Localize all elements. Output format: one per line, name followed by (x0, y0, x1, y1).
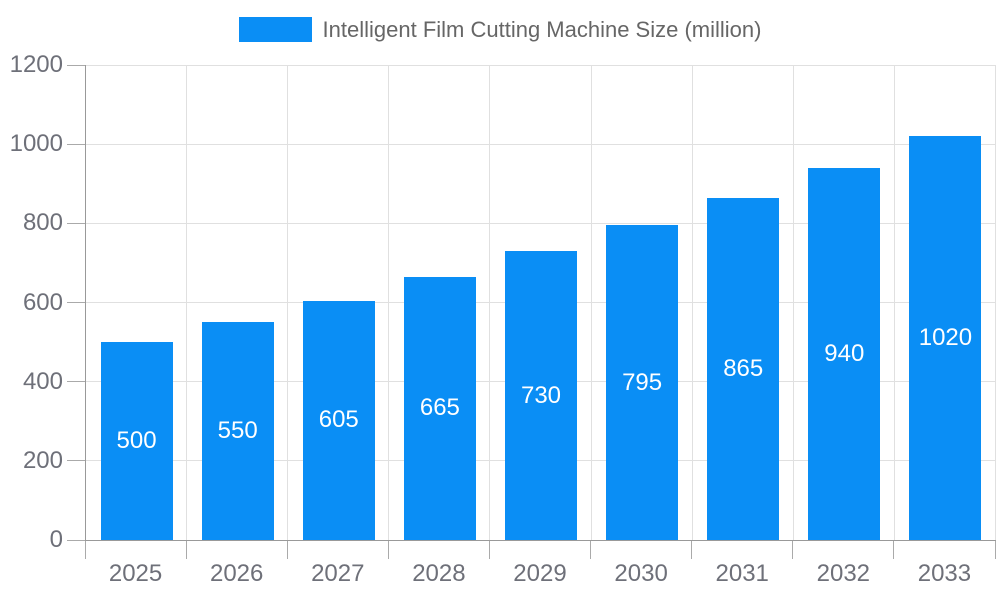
bar-2033[interactable]: 1020 (909, 136, 982, 540)
plot-area: 500 550 605 665 730 795 865 940 1020 (85, 64, 996, 541)
x-axis-tick (994, 541, 996, 559)
bar-value-label: 550 (217, 417, 258, 445)
y-tick-label: 400 (22, 367, 63, 395)
y-axis-tick (67, 302, 85, 303)
x-tick-label: 2029 (513, 560, 567, 587)
y-tick-label: 800 (22, 209, 63, 237)
y-gridline (86, 64, 996, 66)
legend-swatch (238, 17, 312, 42)
bar-2027[interactable]: 605 (302, 300, 375, 540)
x-axis-tick (84, 541, 86, 559)
y-tick-label: 1200 (9, 51, 63, 78)
bar-value-label: 500 (116, 427, 157, 455)
x-tick-label: 2026 (209, 560, 264, 587)
x-axis-tick (893, 541, 895, 559)
x-gridline (590, 65, 592, 540)
x-axis-tick (488, 541, 490, 559)
x-gridline (186, 65, 188, 540)
x-gridline (388, 65, 390, 540)
x-axis-tick (185, 541, 187, 559)
y-axis-tick (67, 64, 85, 66)
y-tick-label: 1000 (9, 130, 63, 158)
legend-item[interactable]: Intelligent Film Cutting Machine Size (m… (0, 17, 1000, 42)
x-axis-tick (590, 541, 592, 559)
x-gridline (792, 65, 794, 540)
y-axis-tick (67, 539, 85, 541)
x-gridline (893, 65, 895, 540)
x-tick-label: 2025 (108, 560, 163, 587)
x-gridline (489, 65, 491, 540)
bar-2025[interactable]: 500 (100, 342, 173, 540)
y-tick-label: 600 (22, 288, 63, 316)
bar-value-label: 940 (824, 339, 865, 367)
y-gridline (86, 222, 996, 224)
bar-value-label: 665 (419, 394, 460, 422)
bar-value-label: 605 (318, 406, 359, 434)
legend-label: Intelligent Film Cutting Machine Size (m… (322, 17, 762, 42)
y-axis-tick (67, 381, 85, 383)
x-gridline (995, 65, 996, 540)
x-axis-tick (792, 541, 794, 559)
bar-value-label: 1020 (918, 324, 973, 352)
y-axis-tick (67, 222, 85, 224)
bar-2026[interactable]: 550 (201, 322, 274, 540)
x-gridline (691, 65, 693, 540)
x-tick-label: 2032 (816, 560, 871, 587)
x-tick-label: 2033 (917, 560, 972, 587)
bar-2031[interactable]: 865 (707, 197, 780, 540)
bar-2029[interactable]: 730 (505, 251, 577, 540)
x-gridline (287, 65, 289, 540)
y-axis-tick (67, 143, 85, 145)
x-axis-tick (387, 541, 389, 559)
y-tick-label: 200 (22, 446, 63, 474)
bar-2030[interactable]: 795 (606, 225, 679, 540)
x-axis-tick (286, 541, 288, 559)
bar-value-label: 865 (723, 354, 764, 382)
bar-value-label: 795 (622, 368, 663, 396)
x-tick-label: 2028 (412, 560, 466, 587)
bar-2028[interactable]: 665 (403, 276, 476, 540)
x-tick-label: 2027 (311, 560, 365, 587)
x-axis-tick (691, 541, 693, 559)
y-gridline (86, 143, 996, 145)
x-tick-label: 2030 (614, 560, 668, 587)
y-axis-tick (67, 460, 85, 462)
y-tick-label: 0 (49, 526, 63, 553)
bar-value-label: 730 (520, 381, 562, 409)
bar-2032[interactable]: 940 (808, 167, 881, 540)
x-tick-label: 2031 (715, 560, 769, 587)
